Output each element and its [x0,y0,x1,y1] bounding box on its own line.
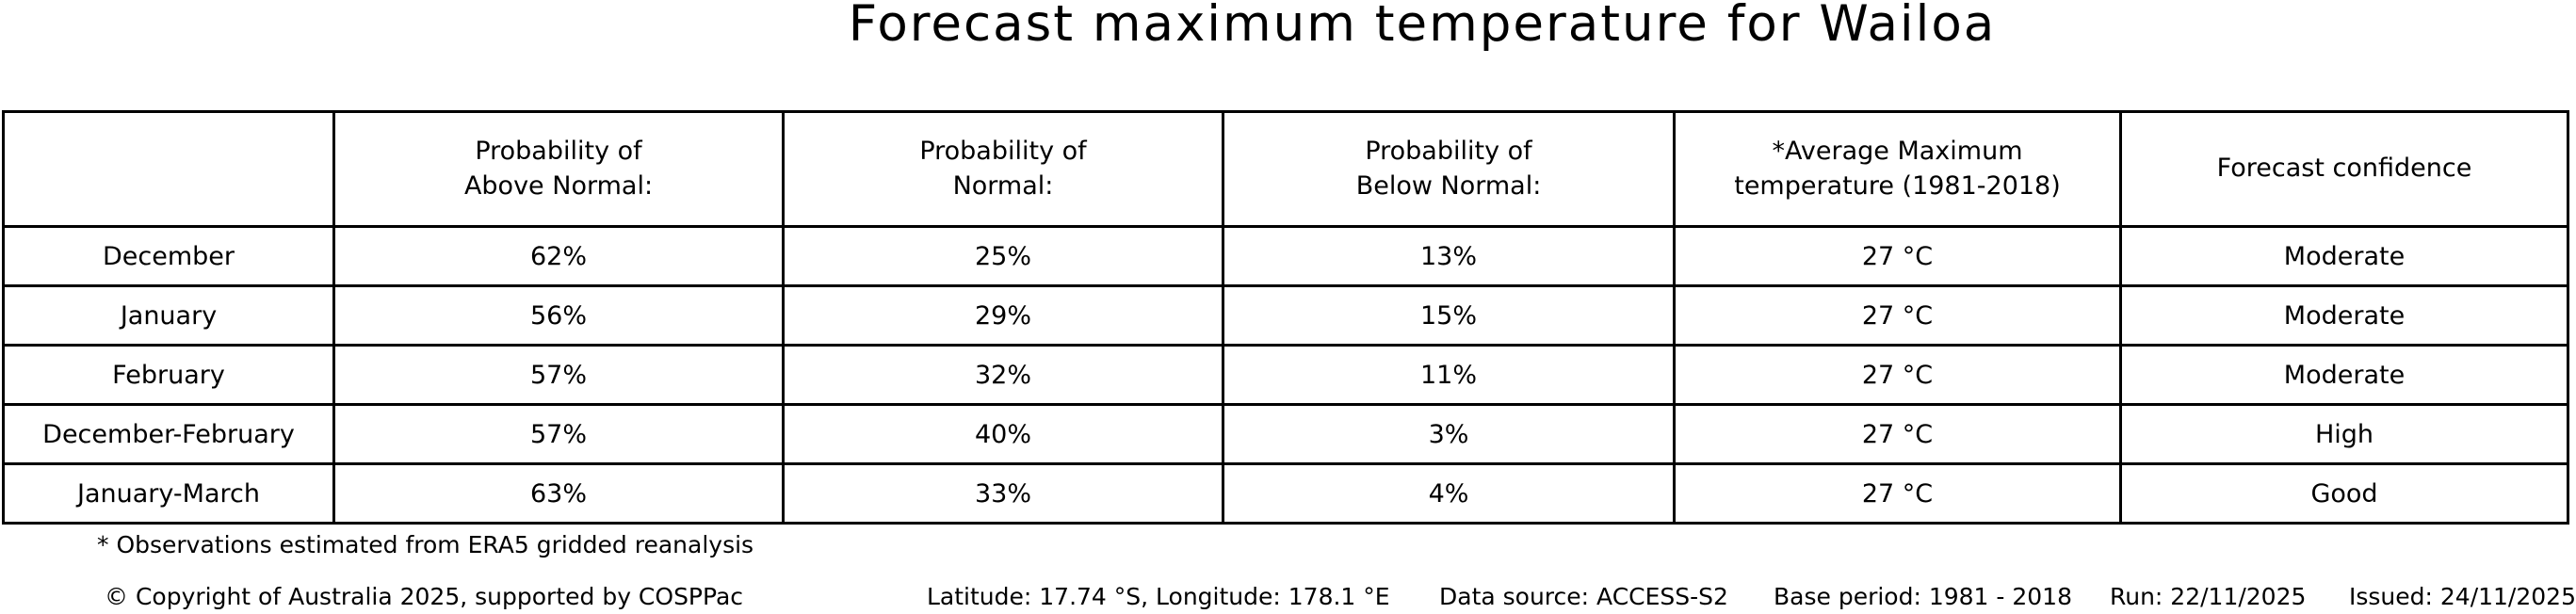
below-normal-value: 11% [1222,344,1676,406]
forecast-table: Probability of Above Normal: Probability… [2,110,2569,525]
table-row: February 57% 32% 11% 27 °C Moderate [2,344,2569,406]
data-source-text: Data source: ACCESS-S2 [1439,583,1728,610]
table-row: January-March 63% 33% 4% 27 °C Good [2,462,2569,525]
table-row: December-February 57% 40% 3% 27 °C High [2,403,2569,465]
below-normal-value: 13% [1222,225,1676,287]
normal-value: 29% [782,284,1224,347]
location-text: Latitude: 17.74 °S, Longitude: 178.1 °E [927,583,1390,610]
period-label: December-February [2,403,335,465]
above-normal-value: 63% [332,462,785,525]
table-row: December 62% 25% 13% 27 °C Moderate [2,225,2569,287]
footer: © Copyright of Australia 2025, supported… [0,583,2576,613]
column-header-below-normal: Probability of Below Normal: [1222,110,1676,228]
copyright-text: © Copyright of Australia 2025, supported… [105,583,744,610]
column-header-above-normal: Probability of Above Normal: [332,110,785,228]
average-max-temperature-value: 27 °C [1673,344,2122,406]
column-header-normal: Probability of Normal: [782,110,1224,228]
normal-value: 25% [782,225,1224,287]
page-title: Forecast maximum temperature for Wailoa [848,0,1997,53]
run-date-text: Run: 22/11/2025 [2110,583,2307,610]
forecast-confidence-value: High [2119,403,2569,465]
period-label: February [2,344,335,406]
above-normal-value: 56% [332,284,785,347]
above-normal-value: 57% [332,344,785,406]
period-label: January-March [2,462,335,525]
normal-value: 33% [782,462,1224,525]
below-normal-value: 4% [1222,462,1676,525]
average-max-temperature-value: 27 °C [1673,284,2122,347]
issued-date-text: Issued: 24/11/2025 [2349,583,2576,610]
corner-cell [2,110,335,228]
normal-value: 40% [782,403,1224,465]
forecast-confidence-value: Moderate [2119,344,2569,406]
forecast-confidence-value: Moderate [2119,284,2569,347]
forecast-confidence-value: Good [2119,462,2569,525]
average-max-temperature-value: 27 °C [1673,403,2122,465]
table-header-row: Probability of Above Normal: Probability… [2,110,2569,228]
average-max-temperature-value: 27 °C [1673,225,2122,287]
base-period-text: Base period: 1981 - 2018 [1774,583,2072,610]
period-label: December [2,225,335,287]
normal-value: 32% [782,344,1224,406]
forecast-confidence-value: Moderate [2119,225,2569,287]
period-label: January [2,284,335,347]
column-header-average-max-temperature: *Average Maximum temperature (1981-2018) [1673,110,2122,228]
table-row: January 56% 29% 15% 27 °C Moderate [2,284,2569,347]
above-normal-value: 62% [332,225,785,287]
below-normal-value: 15% [1222,284,1676,347]
above-normal-value: 57% [332,403,785,465]
average-max-temperature-value: 27 °C [1673,462,2122,525]
observations-footnote: * Observations estimated from ERA5 gridd… [97,531,754,558]
below-normal-value: 3% [1222,403,1676,465]
column-header-forecast-confidence: Forecast confidence [2119,110,2569,228]
